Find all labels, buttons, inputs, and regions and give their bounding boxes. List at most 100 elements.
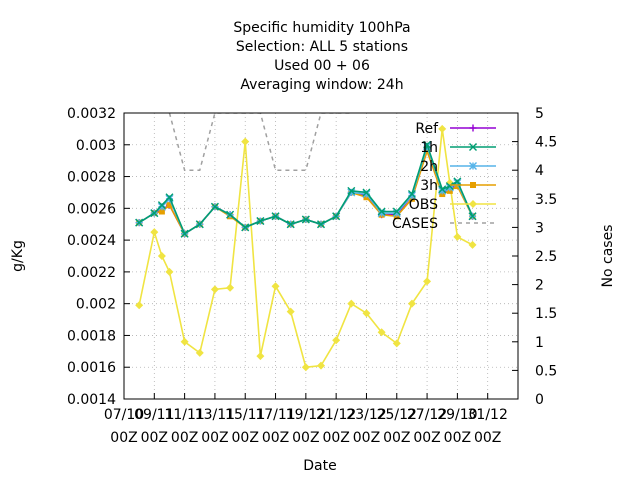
data-point-obs <box>157 252 166 260</box>
data-point-1h <box>226 210 235 219</box>
legend-label: 3h <box>420 178 438 194</box>
y2-tick-label: 0.5 <box>535 363 557 379</box>
y2-tick-label: 3.5 <box>535 192 557 208</box>
legend-marker <box>469 200 477 208</box>
y-tick-label: 0.0016 <box>67 360 116 376</box>
data-point-obs <box>347 299 356 308</box>
data-point-obs <box>271 282 280 291</box>
x-tick-label-time: 00Z <box>444 430 471 446</box>
x-tick-label-time: 00Z <box>141 430 168 446</box>
legend-label: OBS <box>409 197 438 213</box>
x-tick-label-time: 00Z <box>232 430 259 446</box>
y2-tick-label: 1.5 <box>535 306 557 322</box>
legend-marker <box>469 143 477 151</box>
legend-marker <box>469 124 477 132</box>
data-point-obs <box>317 361 325 370</box>
y-tick-label: 0.0026 <box>67 201 116 217</box>
data-point-1h <box>135 218 144 227</box>
y-tick-label: 0.0032 <box>67 106 116 122</box>
data-point-obs <box>438 124 447 133</box>
data-point-3h <box>166 202 173 209</box>
y2-tick-label: 5 <box>535 106 544 122</box>
series-1h <box>135 140 477 238</box>
data-point-1h <box>165 193 174 202</box>
data-point-obs <box>453 232 462 241</box>
data-point-1h <box>445 182 454 191</box>
data-point-1h <box>453 177 462 186</box>
y2-tick-label: 2 <box>535 278 544 294</box>
y2-tick-label: 4 <box>535 163 544 179</box>
data-point-obs <box>468 240 477 249</box>
data-point-1h <box>210 202 219 211</box>
data-point-obs <box>241 137 250 146</box>
y-tick-label: 0.003 <box>76 138 116 154</box>
data-point-obs <box>210 285 219 294</box>
data-point-1h <box>241 223 250 232</box>
x-tick-label-time: 00Z <box>413 430 440 446</box>
x-axis-label: Date <box>303 458 336 474</box>
x-tick-label-date: 23/12 <box>346 407 386 423</box>
data-point-1h <box>362 188 371 197</box>
data-point-1h <box>180 229 189 238</box>
title-line: Specific humidity 100hPa <box>233 20 410 36</box>
y-tick-label: 0.002 <box>76 297 116 313</box>
data-point-1h <box>468 212 477 221</box>
data-point-1h <box>271 212 280 221</box>
series-layer <box>135 113 477 372</box>
title-line: Averaging window: 24h <box>240 77 403 93</box>
x-tick-label-time: 00Z <box>474 430 501 446</box>
data-point-1h <box>286 220 295 229</box>
x-tick-label-date: 09/11 <box>134 407 174 423</box>
x-tick-label-time: 00Z <box>171 430 198 446</box>
x-tick-label-date: 19/12 <box>286 407 326 423</box>
data-point-obs <box>392 339 401 348</box>
x-tick-label-time: 00Z <box>322 430 349 446</box>
data-point-obs <box>195 348 204 357</box>
legend-marker <box>469 162 477 170</box>
data-point-1h <box>392 207 401 216</box>
x-tick-label-time: 00Z <box>262 430 289 446</box>
data-point-obs <box>256 352 265 361</box>
axis-ticks: 0.0014 0.0016 0.0018 0.002 0.0022 0.0024 0.002… <box>67 106 557 446</box>
data-point-1h <box>377 207 386 216</box>
y-tick-label: 0.0024 <box>67 233 116 249</box>
y2-tick-label: 1 <box>535 335 544 351</box>
data-point-obs <box>407 299 416 308</box>
data-point-obs <box>423 277 432 286</box>
data-point-1h <box>195 220 204 229</box>
x-tick-label-date: 17/11 <box>255 407 295 423</box>
data-point-obs <box>377 328 386 337</box>
y-tick-label: 0.0028 <box>67 170 116 186</box>
chart-title: Specific humidity 100hPa Selection: ALL 5… <box>233 20 410 93</box>
data-point-1h <box>347 186 356 195</box>
data-point-obs <box>362 309 371 318</box>
y-tick-label: 0.0018 <box>67 328 116 344</box>
x-tick-label-time: 00Z <box>383 430 410 446</box>
x-tick-label-date: 15/11 <box>225 407 265 423</box>
legend-label: Ref <box>415 121 439 137</box>
data-point-obs <box>150 228 159 237</box>
x-tick-label-time: 00Z <box>292 430 319 446</box>
series-line-cases <box>168 113 352 171</box>
data-point-obs <box>286 307 295 316</box>
y2-tick-label: 3 <box>535 220 544 236</box>
x-tick-label-time: 00Z <box>110 430 137 446</box>
grid <box>124 113 518 399</box>
x-tick-label-date: 21/12 <box>316 407 356 423</box>
data-point-1h <box>301 215 310 224</box>
x-tick-label-time: 00Z <box>353 430 380 446</box>
x-tick-label-date: 07/10 <box>104 407 144 423</box>
legend-label: 1h <box>420 140 438 156</box>
x-tick-label-date: 13/11 <box>195 407 235 423</box>
y2-tick-label: 0 <box>535 392 544 408</box>
plot-frame <box>123 112 519 400</box>
x-tick-label-time: 00Z <box>201 430 228 446</box>
data-point-1h <box>332 212 341 221</box>
data-point-obs <box>180 337 189 346</box>
legend: Ref 1h 2h 3h OBS CASES <box>392 121 496 232</box>
y2-tick-label: 4.5 <box>535 135 557 151</box>
series-obs <box>135 124 477 372</box>
y-axis-label: g/Kg <box>10 240 26 272</box>
x-tick-label-date: 27/12 <box>407 407 447 423</box>
data-point-3h <box>158 208 165 215</box>
